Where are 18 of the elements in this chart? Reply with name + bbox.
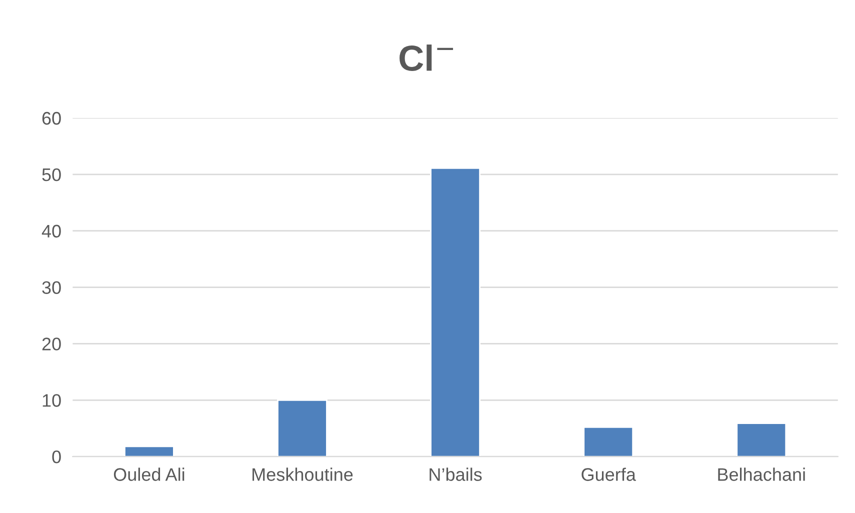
y-tick-label: 40 [42,224,61,238]
x-tick-label: N’bails [430,468,482,481]
y-tick-label: 20 [42,338,61,350]
chart-title: Cl$^{−}$ [400,44,454,72]
bar [124,446,174,457]
y-tick-label: 30 [42,281,61,294]
bar [430,168,480,457]
bar [583,426,634,457]
y-tick-label: 60 [42,112,61,125]
bar [277,399,328,457]
y-tick-label: 0 [52,450,61,464]
x-tick-label: Guerfa [582,468,636,481]
bar [736,422,787,457]
x-tick-label: Meskhoutine [252,468,353,481]
x-tick-label: Ouled Ali [114,468,184,481]
x-tick-label: Belhachani [718,468,805,481]
y-tick-label: 10 [42,394,61,407]
y-tick-label: 50 [42,168,61,182]
